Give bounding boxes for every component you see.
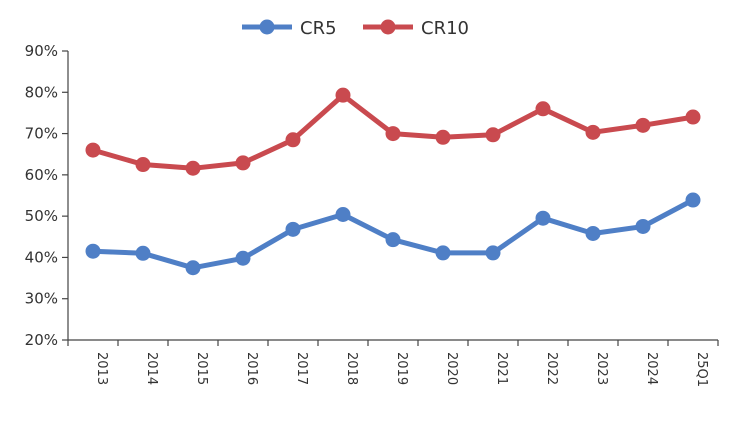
legend-item-cr10: CR10 [363,18,469,39]
data-point-cr10 [435,129,451,145]
data-point-cr10 [535,101,551,117]
x-tick-label: 2018 [344,352,359,385]
y-tick-label: 30% [25,290,58,308]
x-tick-label: 2016 [244,352,259,385]
data-point-cr5 [685,192,701,208]
y-tick-label: 90% [25,42,58,60]
x-tick-label: 2013 [94,352,109,385]
data-point-cr5 [635,218,651,234]
x-tick-label: 2020 [444,352,459,385]
data-point-cr5 [435,245,451,261]
data-point-cr10 [85,142,101,158]
data-point-cr10 [485,127,501,143]
y-axis: 20% 30% 40% 50% 60% 70% 80% 90% [25,42,69,349]
legend-marker-cr5 [259,19,275,35]
x-axis: 2013 2014 2015 2016 2017 2018 2019 2020 2021 2022… [67,339,719,387]
data-point-cr10 [185,160,201,176]
x-tick-label: 2024 [644,352,659,385]
legend-marker-cr10 [380,19,396,35]
data-point-cr5 [535,210,551,226]
y-tick-label: 60% [25,166,58,184]
data-point-cr10 [385,126,401,142]
data-point-cr10 [585,124,601,140]
x-tick-label: 2017 [294,352,309,385]
data-point-cr10 [135,157,151,173]
x-tick-label: 2021 [494,352,509,385]
x-tick-label: 2014 [144,352,159,385]
x-tick-label: 2023 [594,352,609,385]
legend-label-cr10: CR10 [421,18,469,39]
data-point-cr5 [285,221,301,237]
y-tick-label: 40% [25,248,58,266]
data-point-cr5 [235,250,251,266]
data-point-cr5 [185,260,201,276]
data-point-cr10 [635,117,651,133]
series-cr5 [85,192,701,276]
legend-label-cr5: CR5 [300,18,337,39]
series-layer [85,87,701,276]
data-point-cr5 [585,225,601,241]
y-tick-label: 20% [25,331,58,349]
x-tick-label: 2015 [194,352,209,385]
legend-item-cr5: CR5 [242,18,337,39]
x-tick-label: 2022 [544,352,559,385]
data-point-cr10 [235,155,251,171]
series-cr10 [85,87,701,176]
data-point-cr5 [485,245,501,261]
data-point-cr5 [335,206,351,222]
data-point-cr5 [85,243,101,259]
y-tick-label: 50% [25,207,58,225]
legend: CR5 CR10 [242,18,469,39]
data-point-cr5 [385,232,401,248]
data-point-cr10 [685,109,701,125]
x-tick-label: 25Q1 [694,352,709,387]
y-tick-label: 70% [25,125,58,143]
data-point-cr10 [335,87,351,103]
x-tick-label: 2019 [394,352,409,385]
data-point-cr10 [285,132,301,148]
y-tick-label: 80% [25,83,58,101]
data-point-cr5 [135,245,151,261]
